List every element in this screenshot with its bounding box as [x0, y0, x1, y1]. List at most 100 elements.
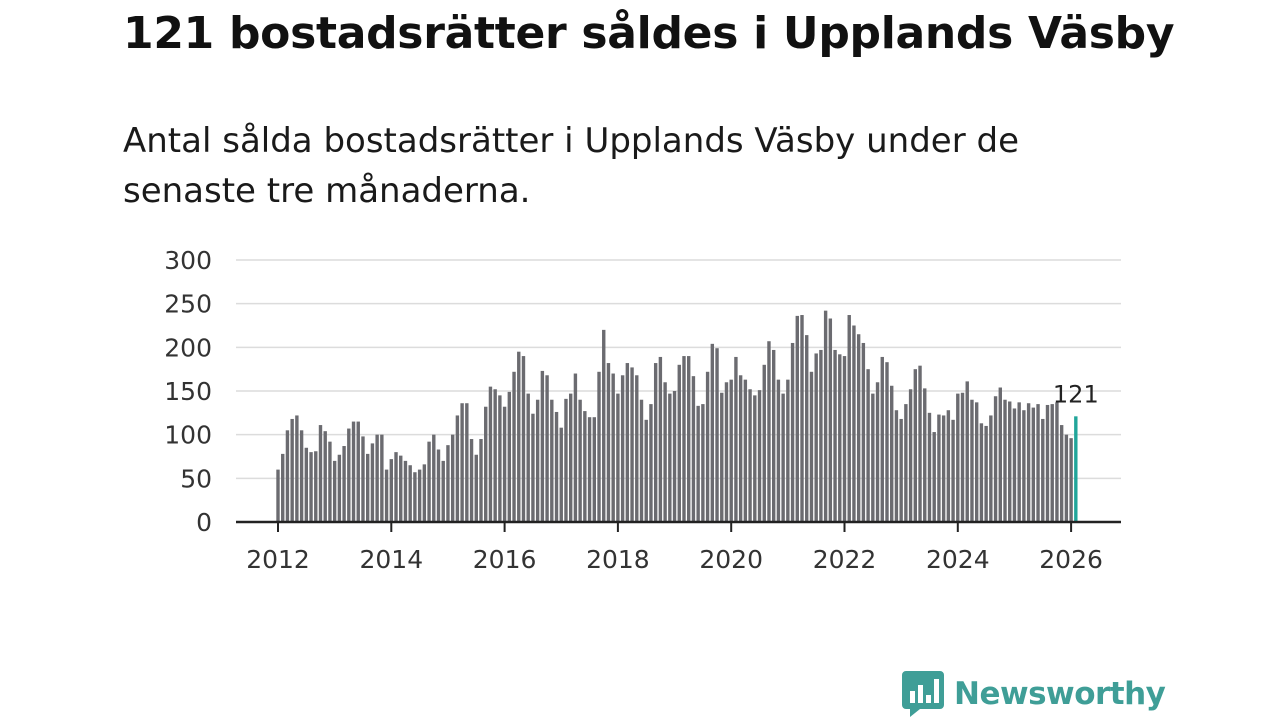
bar	[677, 364, 681, 522]
bar	[998, 387, 1002, 522]
bar	[337, 454, 342, 522]
bar	[1031, 407, 1036, 522]
bar	[531, 413, 535, 522]
data-labels: 121	[1053, 380, 1099, 408]
bar	[502, 406, 507, 522]
bar	[1050, 404, 1054, 522]
bar	[890, 385, 894, 522]
x-tick-label-2018: 2018	[586, 545, 650, 574]
y-tick-label-50: 50	[180, 464, 212, 493]
bar	[479, 439, 483, 522]
bar	[974, 402, 979, 522]
bar	[923, 388, 927, 522]
bar	[1026, 403, 1031, 522]
bar	[687, 356, 691, 522]
bar	[474, 454, 478, 522]
bar	[790, 342, 795, 522]
bar	[559, 427, 563, 522]
bar	[351, 421, 356, 522]
bar	[823, 310, 828, 522]
bar	[644, 419, 648, 522]
bar	[276, 469, 280, 522]
bar	[375, 434, 379, 522]
bar	[554, 411, 559, 522]
bar	[941, 415, 946, 522]
bar	[592, 417, 596, 522]
bar	[366, 453, 370, 522]
bar	[1036, 404, 1040, 522]
bar	[649, 404, 653, 522]
bar	[748, 389, 752, 522]
bar	[710, 343, 715, 522]
bar	[913, 369, 918, 522]
y-tick-label-300: 300	[164, 246, 212, 275]
bar	[847, 315, 851, 522]
bar	[800, 315, 804, 522]
bar	[682, 356, 686, 522]
bar	[304, 447, 309, 522]
bar	[630, 367, 634, 522]
bar	[960, 392, 965, 522]
bar	[871, 393, 875, 522]
bar	[1064, 434, 1069, 522]
bar	[417, 469, 422, 522]
bar	[469, 439, 474, 522]
bar	[465, 403, 469, 522]
bar	[979, 423, 984, 522]
bar	[1041, 418, 1045, 522]
bar	[602, 329, 606, 522]
bar	[762, 364, 766, 522]
bar	[828, 318, 833, 522]
bar	[701, 404, 705, 522]
bar	[1022, 410, 1026, 522]
bar	[446, 445, 450, 522]
bar	[866, 369, 870, 522]
bar	[1055, 402, 1059, 522]
bar	[583, 411, 587, 522]
bar	[653, 363, 658, 522]
bar	[946, 410, 951, 522]
bar	[517, 351, 521, 522]
chart-subtitle: Antal sålda bostadsrätter i Upplands Väs…	[123, 121, 1019, 211]
bar	[771, 349, 776, 522]
y-tick-label-150: 150	[164, 377, 212, 406]
bar	[932, 432, 936, 522]
bar	[455, 415, 460, 522]
x-tick-label-2020: 2020	[699, 545, 763, 574]
bar	[1017, 402, 1021, 522]
bar	[833, 349, 837, 522]
bar-highlight	[1074, 416, 1078, 522]
bar	[743, 379, 748, 522]
bar	[318, 425, 323, 522]
bar	[993, 396, 998, 522]
bar	[658, 356, 663, 522]
bar	[625, 363, 630, 522]
bar	[937, 414, 941, 522]
bar	[616, 393, 620, 522]
bar	[389, 459, 393, 522]
bar	[753, 395, 757, 522]
y-tick-label-200: 200	[164, 333, 212, 362]
bar	[323, 431, 327, 522]
bar	[663, 382, 667, 522]
bar	[734, 356, 738, 522]
bar	[819, 349, 823, 522]
bar	[635, 375, 639, 522]
bar	[776, 379, 781, 522]
bar	[314, 451, 318, 522]
x-axis-ticks: 2012 2014 2016 2018 2020 2022 2024 2026	[246, 522, 1103, 574]
bar	[720, 392, 724, 522]
bar	[384, 469, 389, 522]
bar	[403, 460, 408, 522]
bar	[587, 417, 592, 522]
bar	[564, 398, 568, 522]
bar	[899, 418, 903, 522]
bar	[540, 370, 545, 522]
bar	[724, 382, 729, 522]
bar	[347, 428, 351, 522]
newsworthy-logo-icon	[902, 671, 944, 717]
bar	[545, 375, 549, 522]
bar	[488, 386, 493, 522]
bar	[767, 341, 771, 522]
bar	[842, 356, 847, 522]
